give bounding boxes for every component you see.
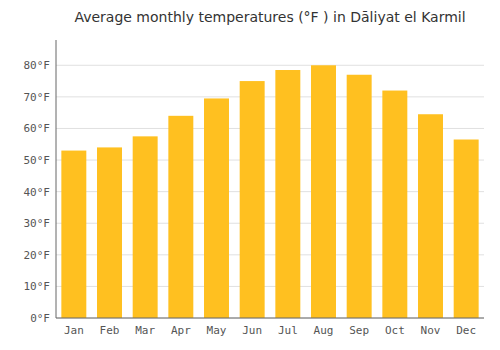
y-tick-label: 40°F <box>24 186 51 199</box>
chart: Average monthly temperatures (°F ) in Dā… <box>0 0 500 350</box>
x-tick-label: Jun <box>242 324 262 337</box>
y-tick-label: 50°F <box>24 154 51 167</box>
bar <box>311 65 336 318</box>
y-tick-label: 20°F <box>24 249 51 262</box>
x-tick-label: Dec <box>456 324 476 337</box>
x-tick-label: Aug <box>314 324 334 337</box>
y-tick-label: 0°F <box>30 312 50 325</box>
title: Average monthly temperatures (°F ) in Dā… <box>74 9 465 25</box>
bar <box>454 140 479 318</box>
bar <box>61 151 86 318</box>
y-tick-label: 10°F <box>24 280 51 293</box>
x-tick-label: Feb <box>100 324 120 337</box>
bars <box>61 65 478 318</box>
x-tick-label: Jan <box>64 324 84 337</box>
x-tick-label: Oct <box>385 324 405 337</box>
grid-line <box>56 65 484 66</box>
y-tick-label: 80°F <box>24 59 51 72</box>
y-tick-label: 30°F <box>24 217 51 230</box>
y-tick-label: 70°F <box>24 91 51 104</box>
bar <box>240 81 265 318</box>
bar <box>382 91 407 318</box>
bar <box>168 116 193 318</box>
x-tick-label: May <box>207 324 227 337</box>
x-tick-label: Jul <box>278 324 298 337</box>
bar <box>97 147 122 318</box>
y-tick-label: 60°F <box>24 122 51 135</box>
x-tick-label: Nov <box>421 324 441 337</box>
bar <box>275 70 300 318</box>
grid-line <box>56 318 484 319</box>
x-tick-label: Mar <box>135 324 155 337</box>
bar <box>204 98 229 318</box>
x-axis-line <box>56 318 484 319</box>
x-tick-label: Sep <box>349 324 369 337</box>
bar <box>418 114 443 318</box>
bar <box>133 136 158 318</box>
bar <box>347 75 372 318</box>
y-axis-line <box>56 40 57 318</box>
x-tick-label: Apr <box>171 324 191 337</box>
grid-line <box>56 96 484 97</box>
